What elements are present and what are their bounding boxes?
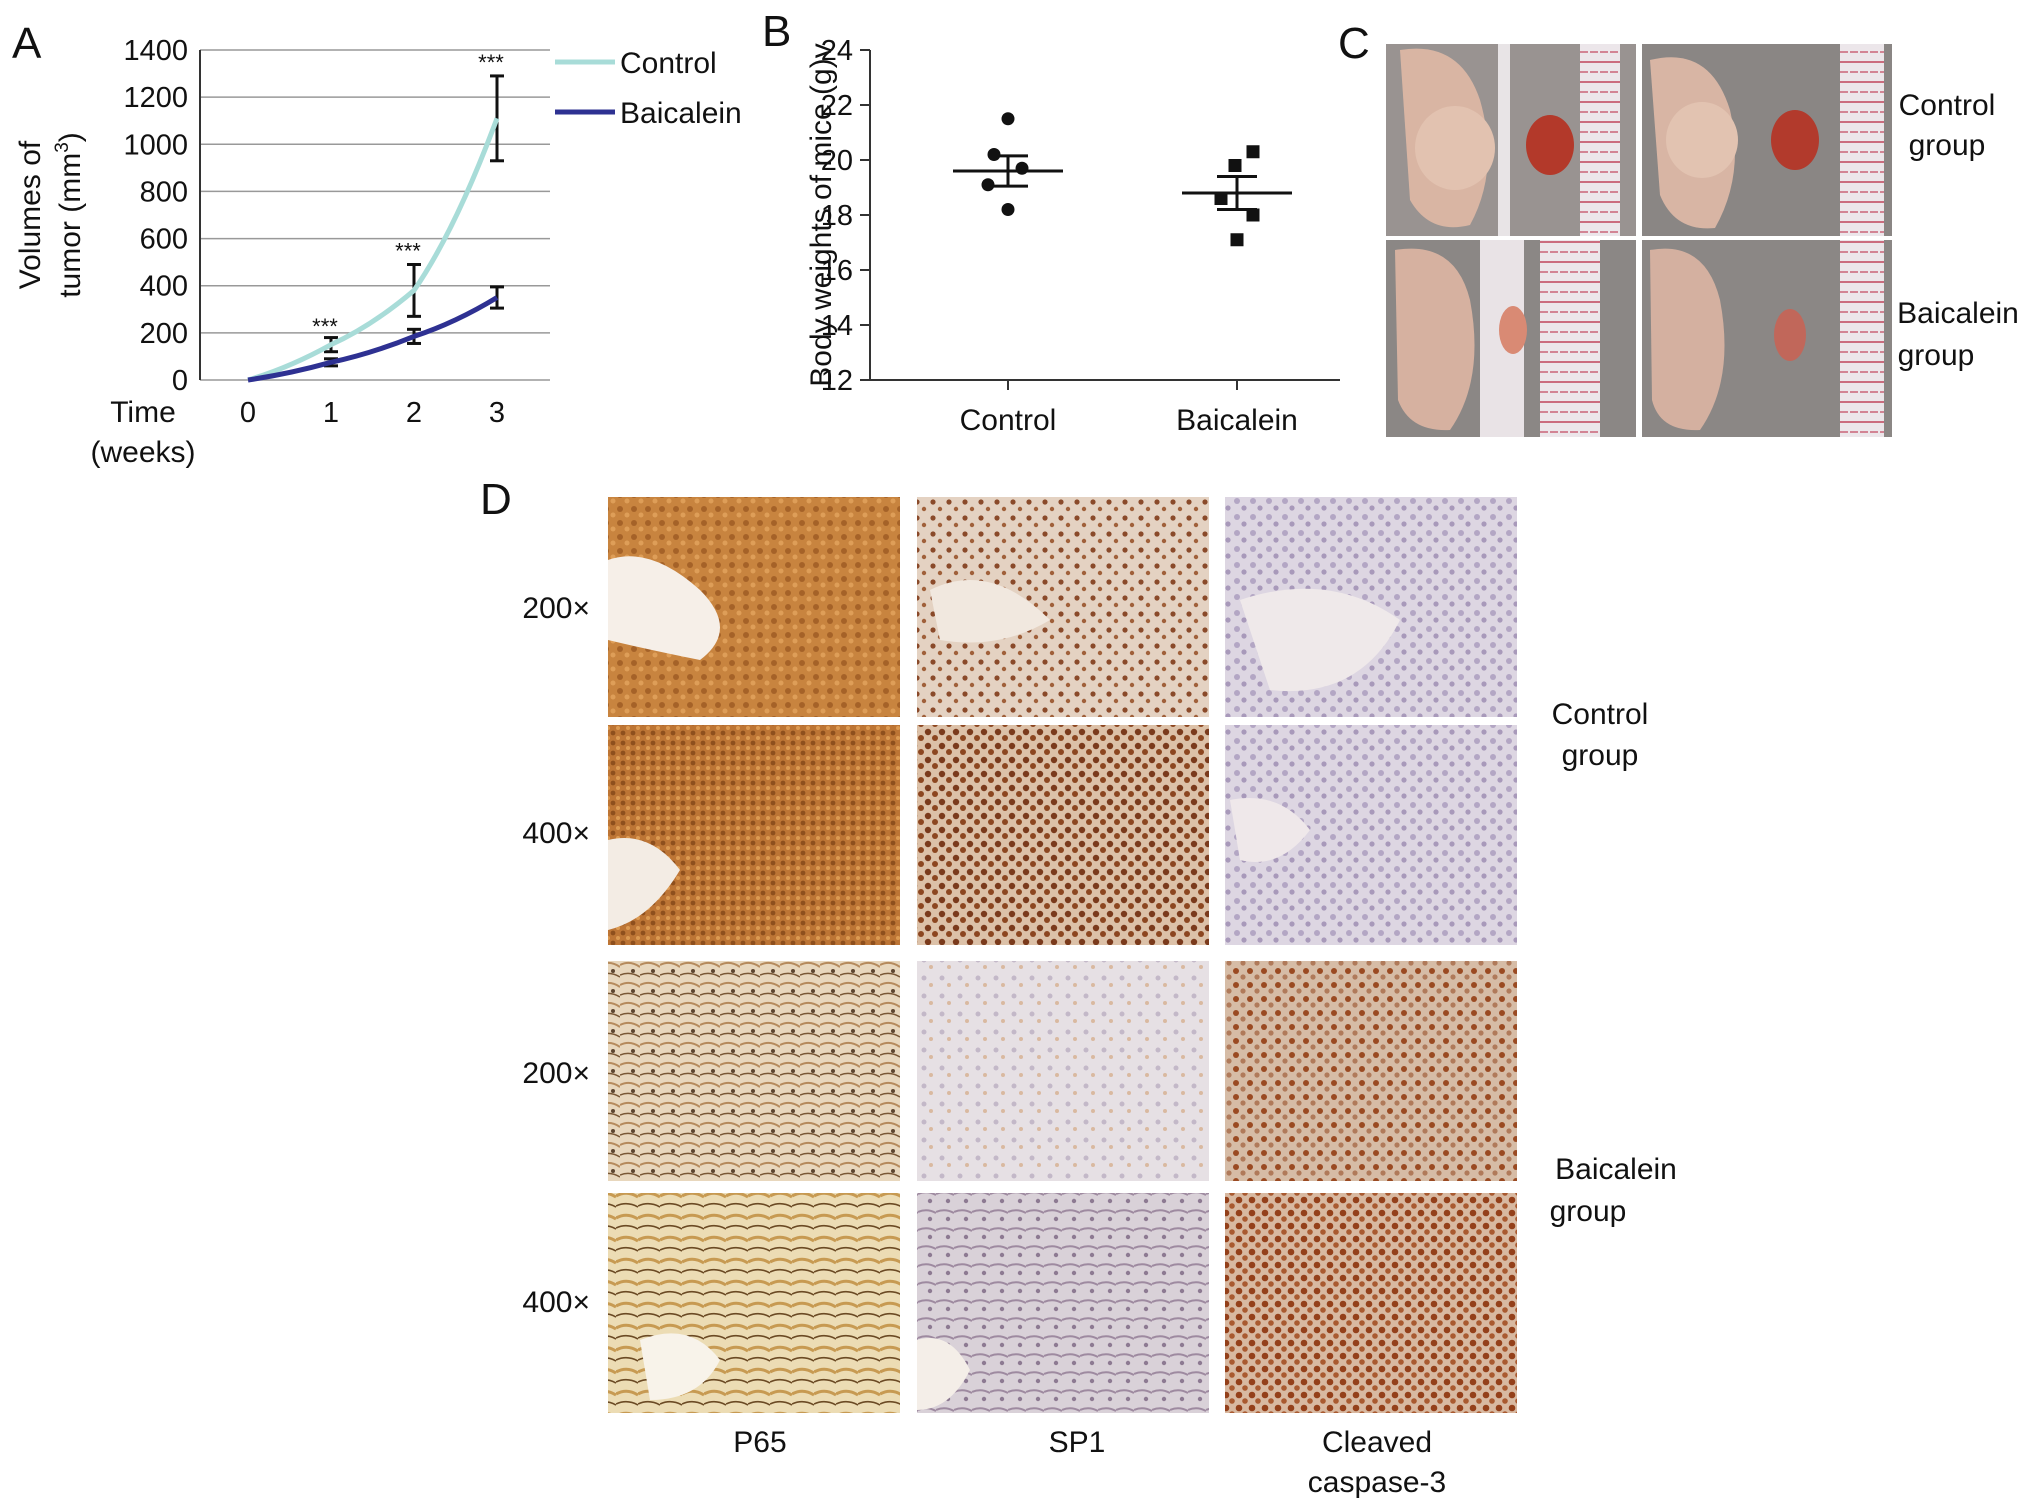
panel-b-y-tick-label: 20 [821, 145, 853, 177]
panel-d-baicalein-label-line1: Baicalein [1555, 1153, 1677, 1186]
panel-a-significance-annotations: *** *** *** [312, 50, 504, 339]
mouse-photo-baicalein-1 [1386, 240, 1636, 437]
ihc-lumen-baicalein-400x-sp1 [917, 1338, 970, 1410]
panel-a-y-tick-label: 1200 [123, 82, 188, 114]
panel-b-y-tick-label: 14 [821, 310, 853, 342]
mouse-photo-control-2 [1642, 44, 1892, 236]
ihc-lumen-control-400x-caspase3 [1230, 798, 1310, 862]
panel-a-x-tick-label: 3 [489, 397, 505, 429]
panel-b: B 12 14 16 18 20 22 24 Control Baicalein Body w… [762, 7, 1340, 437]
ihc-image-control-400x-p65 [608, 725, 900, 945]
panel-a-gridlines [200, 49, 550, 381]
panel-a-y-tick-label: 1000 [123, 129, 188, 161]
panel-a-xlabel-line1: Time [110, 396, 176, 429]
ihc-lumen-control-200x-sp1 [930, 580, 1050, 643]
panel-c-control-label-line1: Control [1899, 89, 1996, 122]
panel-b-y-tick-label: 18 [821, 200, 853, 232]
legend-label-control: Control [620, 47, 717, 80]
panel-c-control-label-line2: group [1909, 129, 1986, 162]
column-label-caspase3-line2: caspase-3 [1308, 1466, 1446, 1499]
panel-c: C Control [1338, 19, 2019, 437]
magnification-label-row1: 200× [522, 592, 590, 625]
panel-a-x-tick-label: 0 [240, 397, 256, 429]
panel-a-ylabel-line1: Volumes of [14, 140, 47, 289]
panel-a-y-tick-label: 600 [140, 224, 188, 256]
panel-a-line-baicalein [247, 295, 499, 383]
panel-d-control-label-line2: group [1562, 739, 1639, 772]
column-label-sp1: SP1 [1049, 1426, 1106, 1459]
ihc-lumen-control-200x-p65 [608, 556, 720, 660]
panel-b-y-tick-label: 12 [821, 365, 853, 397]
ihc-lumen-control-200x-caspase3 [1240, 588, 1400, 692]
ihc-image-baicalein-400x-caspase3 [1225, 1193, 1517, 1413]
panel-a-y-tick-label: 0 [172, 365, 188, 397]
panel-a-y-tick-label: 400 [140, 271, 188, 303]
column-label-caspase3-line1: Cleaved [1322, 1426, 1432, 1459]
magnification-label-row4: 400× [522, 1286, 590, 1319]
panel-b-point-baicalein [1230, 233, 1244, 247]
magnification-label-row2: 400× [522, 817, 590, 850]
panel-b-point-control [981, 178, 995, 192]
panel-b-point-control [1001, 203, 1015, 216]
panel-b-point-control [1015, 161, 1029, 175]
panel-d: D 200× 400× 200× 400× P65 SP1 Cleaved [480, 475, 1677, 1499]
ihc-lumen-baicalein-400x-p65 [640, 1333, 720, 1400]
panel-b-y-ticks: 12 14 16 18 20 22 24 [821, 35, 870, 397]
panel-a-y-tick-label: 200 [140, 318, 188, 350]
mouse-photo-baicalein-2 [1642, 240, 1892, 437]
panel-label-d: D [480, 475, 512, 524]
panel-b-point-baicalein [1214, 192, 1228, 205]
panel-label-b: B [762, 7, 791, 56]
panel-d-baicalein-label-line2: group [1550, 1195, 1627, 1228]
panel-a-y-tick-label: 800 [140, 176, 188, 208]
panel-b-category-label: Baicalein [1176, 404, 1298, 437]
panel-a-line-control [247, 117, 500, 383]
panel-b-points [953, 112, 1292, 247]
panel-a-significance-label: *** [478, 50, 504, 75]
panel-a-ylabel-line2: tumor (mm3) [52, 132, 87, 298]
mouse-photo-control-1 [1386, 44, 1636, 236]
panel-a-xlabel-line2: (weeks) [90, 436, 195, 469]
panel-b-y-tick-label: 22 [821, 90, 853, 122]
panel-b-y-tick-label: 16 [821, 255, 853, 287]
panel-a-x-tick-labels: 0 1 2 3 [240, 397, 505, 429]
ihc-lumen-control-400x-p65 [608, 838, 680, 930]
panel-b-point-baicalein [1228, 159, 1242, 172]
column-label-p65: P65 [733, 1426, 786, 1459]
panel-a-error-bars [324, 74, 504, 368]
panel-a-significance-label: *** [395, 239, 421, 264]
ihc-image-baicalein-200x-p65 [608, 961, 900, 1181]
panel-a-series-lines [247, 117, 500, 383]
panel-a-legend: Control Baicalein [555, 47, 742, 130]
ihc-image-baicalein-200x-sp1 [917, 961, 1209, 1181]
panel-b-point-control [1001, 112, 1015, 126]
panel-c-baicalein-label-line1: Baicalein [1897, 297, 2019, 330]
panel-a-y-tick-label: 1400 [123, 35, 188, 67]
panel-b-ylabel: Body weights of mice (g)v [805, 43, 838, 386]
panel-b-y-tick-label: 24 [821, 35, 853, 67]
panel-c-baicalein-label-line2: group [1898, 339, 1975, 372]
panel-label-a: A [12, 19, 42, 68]
magnification-label-row3: 200× [522, 1057, 590, 1090]
panel-d-control-label-line1: Control [1552, 698, 1649, 731]
panel-a-x-tick-label: 2 [406, 397, 422, 429]
panel-a-y-tick-labels: 0 200 400 600 800 1000 1200 1400 [123, 35, 188, 397]
panel-b-category-label: Control [960, 404, 1057, 437]
ihc-image-baicalein-200x-caspase3 [1225, 961, 1517, 1181]
panel-b-point-control [987, 148, 1001, 161]
ihc-image-control-400x-sp1 [917, 725, 1209, 945]
panel-a-significance-label: *** [312, 314, 338, 339]
panel-b-point-baicalein [1246, 145, 1260, 159]
panel-b-category-labels: Control Baicalein [960, 380, 1298, 437]
panel-b-point-baicalein [1246, 208, 1260, 222]
legend-label-baicalein: Baicalein [620, 97, 742, 130]
panel-label-c: C [1338, 19, 1370, 68]
panel-a-x-tick-label: 1 [323, 397, 339, 429]
